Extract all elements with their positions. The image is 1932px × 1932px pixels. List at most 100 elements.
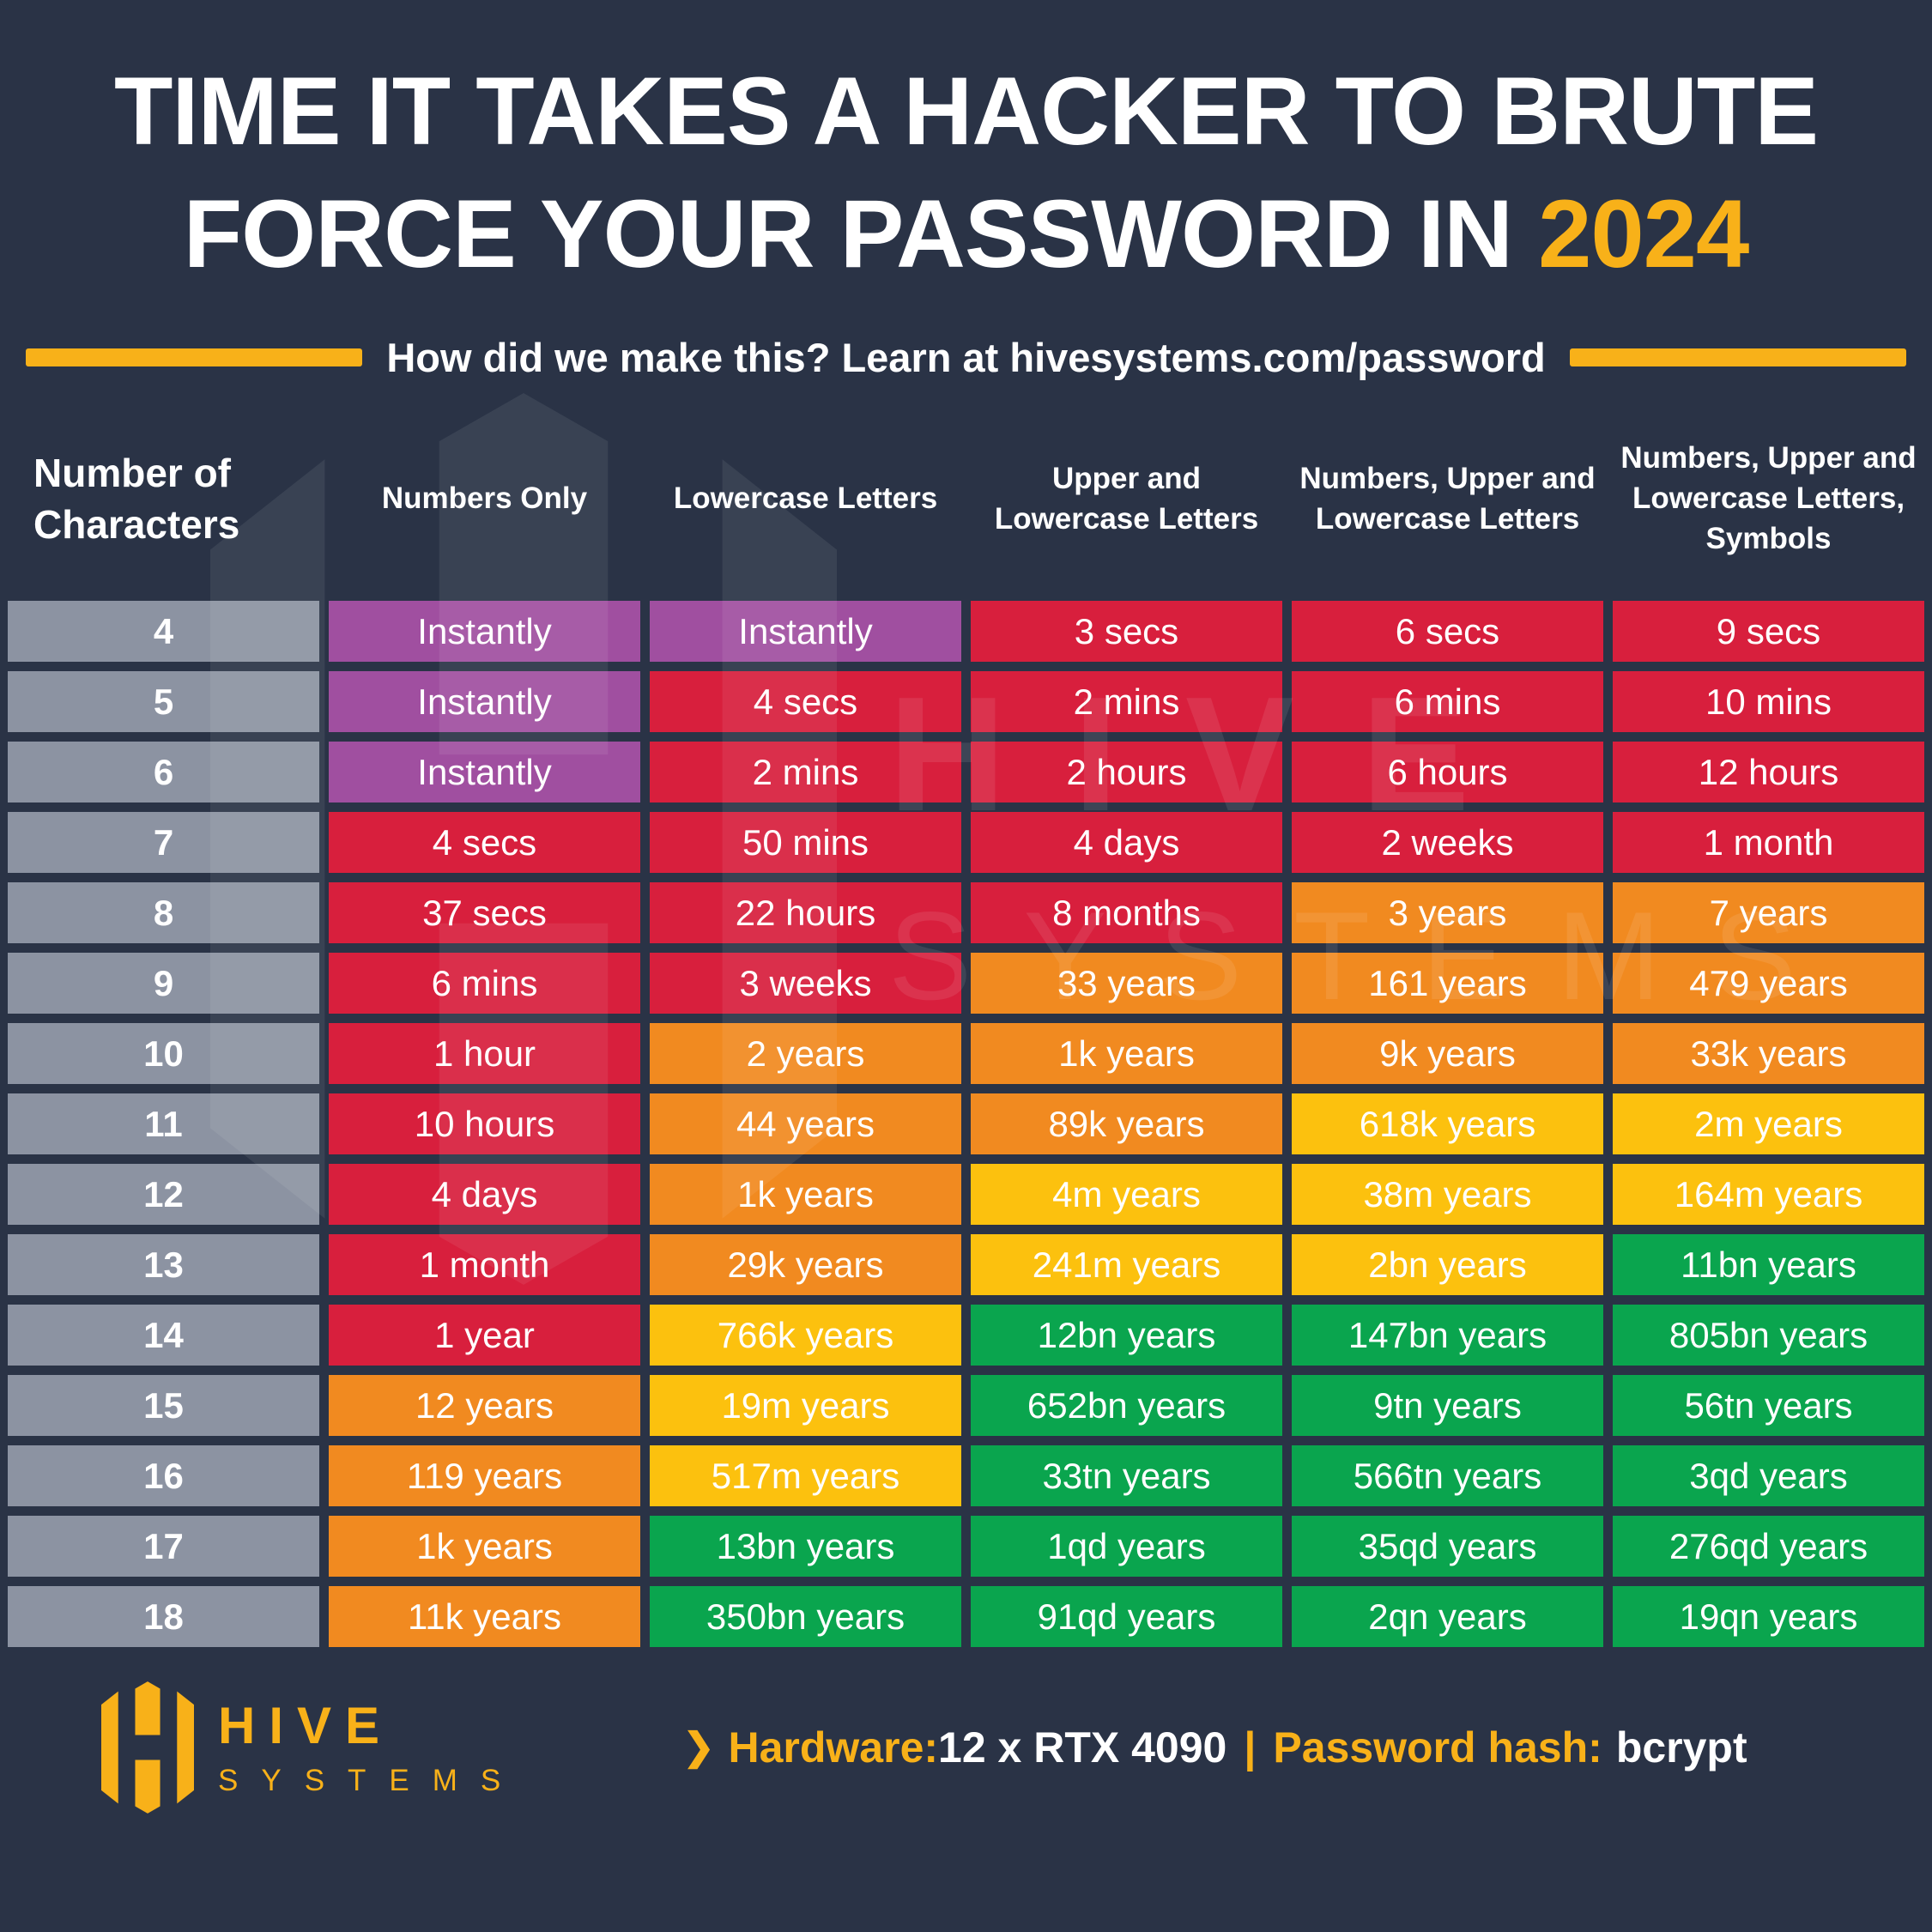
time-cell: 1 hour bbox=[329, 1022, 640, 1084]
table-row: 5 Instantly 4 secs 2 mins 6 mins 10 mins bbox=[0, 670, 1932, 732]
title-year: 2024 bbox=[1538, 180, 1749, 288]
time-cell: Instantly bbox=[329, 600, 640, 662]
table-row: 15 12 years 19m years 652bn years 9tn years 5… bbox=[0, 1374, 1932, 1436]
hive-hexagon-h-icon bbox=[101, 1681, 194, 1814]
header-numbers-upper-lowercase-symbols: Numbers, Upper and Lowercase Letters, Sy… bbox=[1620, 441, 1917, 556]
time-cell: 1k years bbox=[650, 1163, 961, 1225]
table-body: 4 Instantly Instantly 3 secs 6 secs 9 secs 5 In… bbox=[0, 600, 1932, 1647]
header-lowercase-letters: Lowercase Letters bbox=[673, 481, 938, 516]
table-row: 13 1 month 29k years 241m years 2bn years 11b… bbox=[0, 1233, 1932, 1295]
time-cell: 241m years bbox=[971, 1233, 1282, 1295]
time-cell: 38m years bbox=[1292, 1163, 1603, 1225]
time-cell: 3 years bbox=[1292, 881, 1603, 943]
char-count-cell: 17 bbox=[8, 1515, 319, 1577]
time-cell: 2qn years bbox=[1292, 1585, 1603, 1647]
time-cell: 22 hours bbox=[650, 881, 961, 943]
time-cell: 147bn years bbox=[1292, 1304, 1603, 1366]
time-cell: 10 hours bbox=[329, 1093, 640, 1154]
time-cell: 2m years bbox=[1613, 1093, 1924, 1154]
chevron-icon: ❯ bbox=[682, 1726, 715, 1769]
time-cell: 2 weeks bbox=[1292, 811, 1603, 873]
char-count-cell: 10 bbox=[8, 1022, 319, 1084]
char-count-cell: 12 bbox=[8, 1163, 319, 1225]
time-cell: 6 mins bbox=[1292, 670, 1603, 732]
time-cell: 11bn years bbox=[1613, 1233, 1924, 1295]
time-cell: 2 mins bbox=[650, 741, 961, 802]
table-row: 16 119 years 517m years 33tn years 566tn yea… bbox=[0, 1444, 1932, 1506]
time-cell: 164m years bbox=[1613, 1163, 1924, 1225]
time-cell: 9k years bbox=[1292, 1022, 1603, 1084]
time-cell: 6 secs bbox=[1292, 600, 1603, 662]
time-cell: 44 years bbox=[650, 1093, 961, 1154]
time-cell: 276qd years bbox=[1613, 1515, 1924, 1577]
page-title: TIME IT TAKES A HACKER TO BRUTE FORCE YO… bbox=[0, 50, 1932, 296]
time-cell: 6 hours bbox=[1292, 741, 1603, 802]
time-cell: 618k years bbox=[1292, 1093, 1603, 1154]
time-cell: 119 years bbox=[329, 1444, 640, 1506]
time-cell: 37 secs bbox=[329, 881, 640, 943]
time-cell: 2 mins bbox=[971, 670, 1282, 732]
time-cell: 3 weeks bbox=[650, 952, 961, 1014]
time-cell: Instantly bbox=[329, 670, 640, 732]
time-cell: 29k years bbox=[650, 1233, 961, 1295]
time-cell: 4 secs bbox=[329, 811, 640, 873]
char-count-cell: 6 bbox=[8, 741, 319, 802]
time-cell: 479 years bbox=[1613, 952, 1924, 1014]
char-count-cell: 15 bbox=[8, 1374, 319, 1436]
time-cell: 10 mins bbox=[1613, 670, 1924, 732]
time-cell: 161 years bbox=[1292, 952, 1603, 1014]
brand-subname: SYSTEMS bbox=[218, 1764, 524, 1798]
hash-label: Password hash: bbox=[1273, 1723, 1602, 1772]
time-cell: 11k years bbox=[329, 1585, 640, 1647]
time-cell: 3qd years bbox=[1613, 1444, 1924, 1506]
time-cell: 1k years bbox=[971, 1022, 1282, 1084]
time-cell: 8 months bbox=[971, 881, 1282, 943]
time-cell: 2 years bbox=[650, 1022, 961, 1084]
hardware-value: 12 x RTX 4090 bbox=[938, 1723, 1227, 1772]
char-count-cell: 9 bbox=[8, 952, 319, 1014]
time-cell: 19m years bbox=[650, 1374, 961, 1436]
header-number-of-characters: Number of Characters bbox=[33, 450, 240, 547]
time-cell: 805bn years bbox=[1613, 1304, 1924, 1366]
password-table: Number of Characters Numbers Only Lowerc… bbox=[0, 392, 1932, 1647]
header-upper-lowercase: Upper and Lowercase Letters bbox=[994, 461, 1259, 536]
table-row: 10 1 hour 2 years 1k years 9k years 33k years bbox=[0, 1022, 1932, 1084]
time-cell: 4m years bbox=[971, 1163, 1282, 1225]
time-cell: 1k years bbox=[329, 1515, 640, 1577]
time-cell: 56tn years bbox=[1613, 1374, 1924, 1436]
time-cell: 33tn years bbox=[971, 1444, 1282, 1506]
subtitle: How did we make this? Learn at hivesyste… bbox=[386, 334, 1546, 380]
table-header-row: Number of Characters Numbers Only Lowerc… bbox=[0, 403, 1932, 596]
title-line-1: TIME IT TAKES A HACKER TO BRUTE bbox=[114, 58, 1819, 165]
hive-systems-logo: HIVE SYSTEMS bbox=[101, 1681, 524, 1814]
subtitle-row: How did we make this? Learn at hivesyste… bbox=[0, 334, 1932, 381]
time-cell: 3 secs bbox=[971, 600, 1282, 662]
time-cell: 33k years bbox=[1613, 1022, 1924, 1084]
char-count-cell: 16 bbox=[8, 1444, 319, 1506]
header-numbers-upper-lowercase: Numbers, Upper and Lowercase Letters bbox=[1299, 461, 1596, 536]
time-cell: Instantly bbox=[329, 741, 640, 802]
time-cell: 350bn years bbox=[650, 1585, 961, 1647]
time-cell: 91qd years bbox=[971, 1585, 1282, 1647]
hash-value: bcrypt bbox=[1615, 1723, 1747, 1772]
table-row: 11 10 hours 44 years 89k years 618k years 2m … bbox=[0, 1093, 1932, 1154]
time-cell: 1qd years bbox=[971, 1515, 1282, 1577]
char-count-cell: 11 bbox=[8, 1093, 319, 1154]
separator: | bbox=[1244, 1723, 1257, 1772]
time-cell: 6 mins bbox=[329, 952, 640, 1014]
title-line-2: FORCE YOUR PASSWORD IN 2024 bbox=[183, 180, 1749, 288]
char-count-cell: 18 bbox=[8, 1585, 319, 1647]
table-row: 17 1k years 13bn years 1qd years 35qd years 2… bbox=[0, 1515, 1932, 1577]
time-cell: 12bn years bbox=[971, 1304, 1282, 1366]
char-count-cell: 4 bbox=[8, 600, 319, 662]
table-row: 6 Instantly 2 mins 2 hours 6 hours 12 hours bbox=[0, 741, 1932, 802]
time-cell: 2bn years bbox=[1292, 1233, 1603, 1295]
table-row: 4 Instantly Instantly 3 secs 6 secs 9 secs bbox=[0, 600, 1932, 662]
brand-text: HIVE SYSTEMS bbox=[218, 1696, 524, 1798]
time-cell: 652bn years bbox=[971, 1374, 1282, 1436]
time-cell: 89k years bbox=[971, 1093, 1282, 1154]
brand-name: HIVE bbox=[218, 1697, 394, 1755]
time-cell: 13bn years bbox=[650, 1515, 961, 1577]
time-cell: 1 month bbox=[1613, 811, 1924, 873]
time-cell: 4 days bbox=[971, 811, 1282, 873]
